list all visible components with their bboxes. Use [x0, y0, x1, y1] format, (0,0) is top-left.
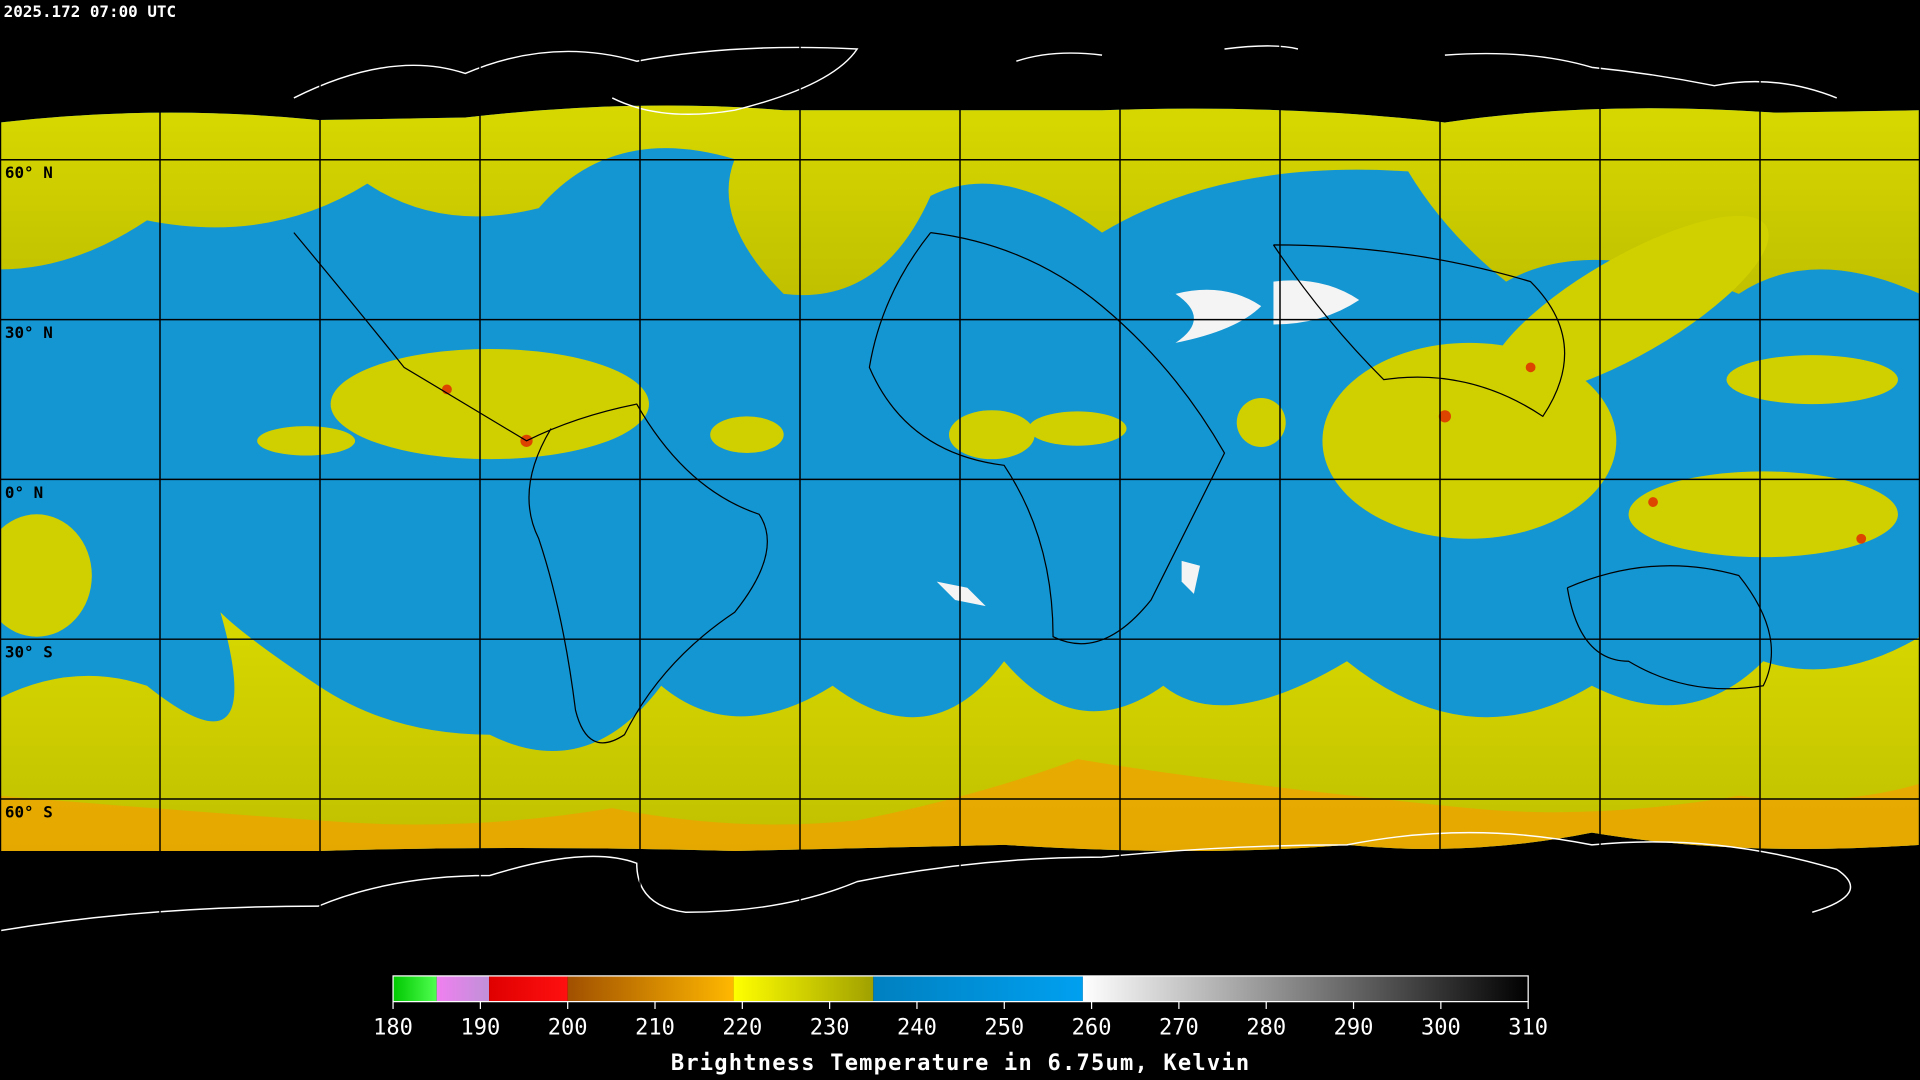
colorbar-tick-label: 230	[810, 1016, 850, 1041]
colorbar-tick-label: 290	[1334, 1016, 1374, 1041]
colorbar-tick-label: 200	[548, 1016, 588, 1041]
latitude-label: 30° S	[5, 643, 53, 662]
colorbar-tick-label: 260	[1072, 1016, 1112, 1041]
colorbar-tick-label: 310	[1508, 1016, 1548, 1041]
colorbar-segment	[873, 975, 1083, 1002]
latitude-label: 30° N	[5, 323, 53, 342]
colorbar-tick-label: 240	[897, 1016, 937, 1041]
colorbar-frame	[392, 975, 1529, 1003]
colorbar-segment	[436, 975, 490, 1002]
colorbar-tick-label: 280	[1246, 1016, 1286, 1041]
colorbar-tick-label: 300	[1421, 1016, 1461, 1041]
colorbar-title: Brightness Temperature in 6.75um, Kelvin	[671, 1051, 1251, 1076]
colorbar-segment	[1082, 975, 1529, 1002]
colorbar-segment	[393, 975, 437, 1002]
timestamp: 2025.172 07:00 UTC	[4, 2, 176, 21]
colorbar-tick-label: 190	[460, 1016, 500, 1041]
colorbar-tick-label: 210	[635, 1016, 675, 1041]
colorbar-tick-label: 270	[1159, 1016, 1199, 1041]
colorbar-tick-label: 220	[722, 1016, 762, 1041]
colorbar: 180 190 200 210 220 230 240 250 260 270 280 290 300 3…	[373, 975, 1548, 1076]
polar-coastlines	[0, 45, 1852, 932]
graticule: 60° N 30° N 0° N 30° S 60° S	[0, 0, 1920, 959]
colorbar-tick-label: 250	[984, 1016, 1024, 1041]
colorbar-segment	[567, 975, 734, 1002]
latitude-label: 60° N	[5, 163, 53, 182]
colorbar-tick-label: 180	[373, 1016, 413, 1041]
colorbar-segment	[489, 975, 568, 1002]
colorbar-segment	[733, 975, 874, 1002]
latitude-label: 60° S	[5, 802, 53, 821]
latitude-label: 0° N	[5, 483, 43, 502]
